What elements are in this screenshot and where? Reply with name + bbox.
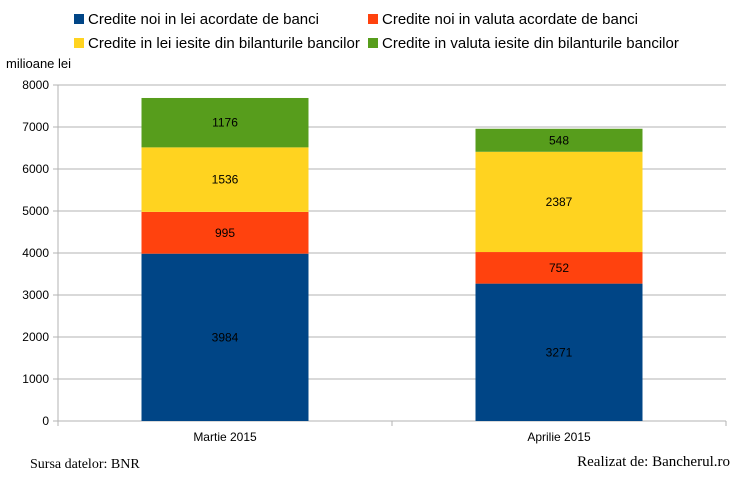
y-axis-label: milioane lei bbox=[6, 56, 72, 71]
y-tick-label: 2000 bbox=[22, 330, 49, 344]
credit-note: Realizat de: Bancherul.ro bbox=[577, 454, 730, 470]
bar-segment bbox=[141, 147, 309, 212]
bar-segment bbox=[475, 252, 643, 284]
y-tick-label: 7000 bbox=[22, 120, 49, 134]
data-label: 3271 bbox=[546, 345, 573, 359]
data-label: 1536 bbox=[212, 173, 239, 187]
legend-label: Credite in valuta iesite din bilanturile… bbox=[382, 35, 679, 52]
y-tick-label: 3000 bbox=[22, 288, 49, 302]
bar-segment bbox=[475, 128, 643, 152]
data-label: 752 bbox=[549, 261, 569, 275]
data-label: 548 bbox=[549, 133, 569, 147]
data-label: 3984 bbox=[212, 330, 239, 344]
legend-label: Credite noi in valuta acordate de banci bbox=[382, 11, 638, 28]
y-tick-label: 1000 bbox=[22, 372, 49, 386]
bar-segment bbox=[141, 97, 309, 148]
data-label: 1176 bbox=[212, 116, 238, 130]
legend-swatch bbox=[368, 38, 378, 48]
bar-segment bbox=[141, 253, 309, 421]
x-tick-label: Martie 2015 bbox=[193, 430, 257, 444]
y-tick-label: 6000 bbox=[22, 162, 49, 176]
data-label: 995 bbox=[215, 226, 235, 240]
legend-label: Credite noi in lei acordate de banci bbox=[88, 11, 319, 28]
y-tick-label: 8000 bbox=[22, 78, 49, 92]
legend-item-valuta-out: Credite in valuta iesite din bilanturile… bbox=[368, 35, 679, 53]
chart-legend: Credite noi in lei acordate de banci Cre… bbox=[0, 0, 748, 60]
legend-label: Credite in lei iesite din bilanturile ba… bbox=[88, 35, 360, 52]
legend-swatch bbox=[368, 14, 378, 24]
bar-segment bbox=[475, 283, 643, 421]
y-tick-label: 5000 bbox=[22, 204, 49, 218]
source-note: Sursa datelor: BNR bbox=[30, 457, 140, 472]
legend-swatch bbox=[74, 14, 84, 24]
y-tick-label: 4000 bbox=[22, 246, 49, 260]
bar-segment bbox=[141, 211, 309, 254]
bar-segment bbox=[475, 151, 643, 253]
legend-item-lei-out: Credite in lei iesite din bilanturile ba… bbox=[74, 35, 360, 53]
legend-item-lei-new: Credite noi in lei acordate de banci bbox=[74, 11, 319, 29]
y-tick-label: 0 bbox=[42, 414, 49, 428]
x-tick-label: Aprilie 2015 bbox=[527, 430, 591, 444]
legend-swatch bbox=[74, 38, 84, 48]
legend-item-valuta-new: Credite noi in valuta acordate de banci bbox=[368, 11, 638, 29]
data-label: 2387 bbox=[546, 195, 573, 209]
